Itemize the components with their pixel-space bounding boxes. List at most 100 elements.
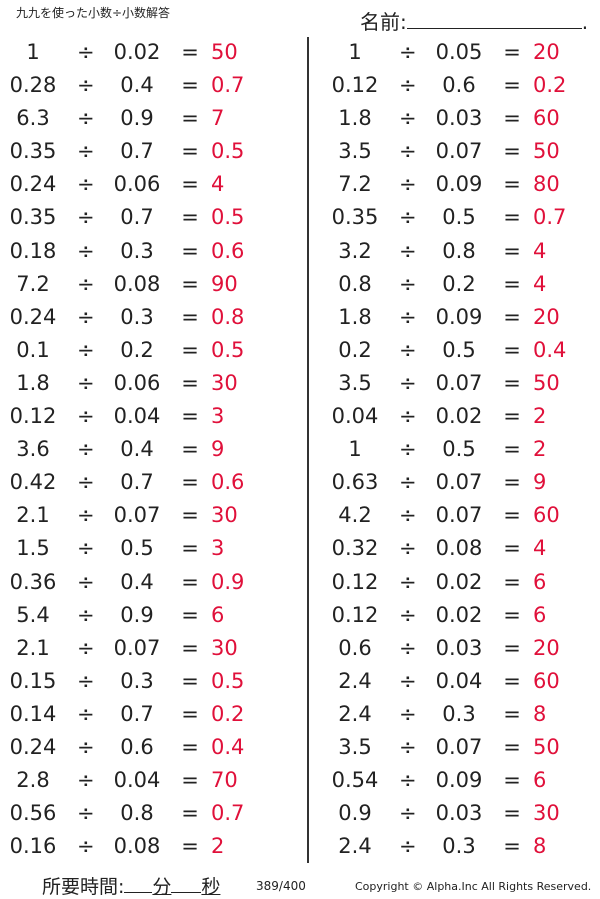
dividend: 7.2 (16, 271, 50, 296)
divide-sign: ÷ (77, 106, 95, 131)
equals-sign: = (181, 238, 199, 263)
dividend: 1 (348, 437, 362, 462)
name-field: 名前:. (360, 6, 588, 35)
divisor: 0.9 (120, 602, 154, 627)
equals-sign: = (503, 834, 521, 859)
divide-sign: ÷ (77, 834, 95, 859)
answer: 2 (211, 834, 225, 859)
dividend: 0.14 (9, 701, 57, 726)
dividend: 0.12 (331, 569, 379, 594)
equals-sign: = (181, 801, 199, 826)
dividend: 2.8 (16, 768, 50, 793)
dividend: 1 (348, 40, 362, 64)
equals-sign: = (181, 768, 199, 793)
equals-sign: = (503, 734, 521, 759)
equals-sign: = (181, 602, 199, 627)
divisor: 0.3 (442, 701, 476, 726)
answer: 7 (211, 106, 225, 131)
divisor: 0.3 (120, 238, 154, 263)
equals-sign: = (503, 668, 521, 693)
divide-sign: ÷ (399, 139, 417, 164)
equals-sign: = (503, 602, 521, 627)
divide-sign: ÷ (399, 503, 417, 528)
divisor: 0.4 (120, 437, 154, 462)
time-required: 所要時間: 分 秒 (42, 872, 220, 899)
divide-sign: ÷ (77, 437, 95, 462)
answer: 0.2 (211, 701, 245, 726)
dividend: 0.54 (331, 768, 379, 793)
answer: 60 (533, 668, 560, 693)
equals-sign: = (503, 304, 521, 329)
page-number: 389/400 (256, 879, 306, 893)
divide-sign: ÷ (399, 470, 417, 495)
problem-row: 0.15 ÷ 0.3 = 0.5 (0, 665, 300, 698)
divide-sign: ÷ (399, 40, 417, 64)
divisor: 0.08 (113, 271, 161, 296)
answer: 0.5 (211, 668, 245, 693)
dividend: 0.42 (9, 470, 57, 495)
dividend: 0.35 (331, 205, 379, 230)
equals-sign: = (181, 668, 199, 693)
divisor: 0.06 (113, 370, 161, 395)
dividend: 0.24 (9, 304, 57, 329)
problem-row: 0.9 ÷ 0.03 = 30 (322, 797, 600, 830)
dividend: 4.2 (338, 503, 372, 528)
divisor: 0.4 (120, 73, 154, 98)
divide-sign: ÷ (77, 337, 95, 362)
dividend: 3.5 (338, 139, 372, 164)
equals-sign: = (181, 503, 199, 528)
equals-sign: = (503, 569, 521, 594)
dividend: 1.8 (338, 106, 372, 131)
divisor: 0.08 (435, 536, 483, 561)
problem-row: 2.4 ÷ 0.04 = 60 (322, 665, 600, 698)
problem-row: 1 ÷ 0.5 = 2 (322, 433, 600, 466)
right-problem-column: 1 ÷ 0.05 = 20 0.12 ÷ 0.6 = 0.2 1.8 ÷ 0.03 = 60 3.5 ÷ 0.07… (322, 36, 600, 863)
divide-sign: ÷ (77, 470, 95, 495)
divisor: 0.6 (120, 734, 154, 759)
equals-sign: = (503, 635, 521, 660)
divide-sign: ÷ (77, 668, 95, 693)
divisor: 0.4 (120, 569, 154, 594)
name-blank-line (406, 12, 582, 29)
divisor: 0.03 (435, 801, 483, 826)
equals-sign: = (181, 569, 199, 594)
dividend: 0.12 (9, 404, 57, 429)
answer: 80 (533, 172, 560, 197)
divisor: 0.3 (442, 834, 476, 859)
dividend: 0.8 (338, 271, 372, 296)
equals-sign: = (181, 834, 199, 859)
divisor: 0.03 (435, 635, 483, 660)
equals-sign: = (503, 470, 521, 495)
name-dot: . (581, 10, 589, 34)
dividend: 0.04 (331, 404, 379, 429)
answer: 6 (533, 602, 547, 627)
divisor: 0.04 (113, 768, 161, 793)
equals-sign: = (503, 205, 521, 230)
divide-sign: ÷ (399, 834, 417, 859)
divisor: 0.02 (435, 569, 483, 594)
divide-sign: ÷ (399, 106, 417, 131)
answer: 50 (533, 370, 560, 395)
dividend: 3.6 (16, 437, 50, 462)
divide-sign: ÷ (399, 569, 417, 594)
divisor: 0.07 (435, 139, 483, 164)
equals-sign: = (503, 768, 521, 793)
equals-sign: = (181, 106, 199, 131)
equals-sign: = (181, 470, 199, 495)
equals-sign: = (503, 172, 521, 197)
divide-sign: ÷ (399, 768, 417, 793)
problem-row: 0.12 ÷ 0.6 = 0.2 (322, 69, 600, 102)
dividend: 2.4 (338, 701, 372, 726)
divisor: 0.5 (120, 536, 154, 561)
dividend: 0.18 (9, 238, 57, 263)
equals-sign: = (503, 40, 521, 64)
divisor: 0.6 (442, 73, 476, 98)
left-problem-column: 1 ÷ 0.02 = 50 0.28 ÷ 0.4 = 0.7 6.3 ÷ 0.9 = 7 0.35 ÷ 0.7 = 0… (0, 36, 300, 863)
dividend: 0.1 (16, 337, 50, 362)
answer: 3 (211, 404, 225, 429)
time-label: 所要時間: (42, 876, 125, 898)
answer: 50 (211, 40, 238, 64)
problem-row: 2.8 ÷ 0.04 = 70 (0, 764, 300, 797)
divisor: 0.7 (120, 205, 154, 230)
divisor: 0.09 (435, 172, 483, 197)
